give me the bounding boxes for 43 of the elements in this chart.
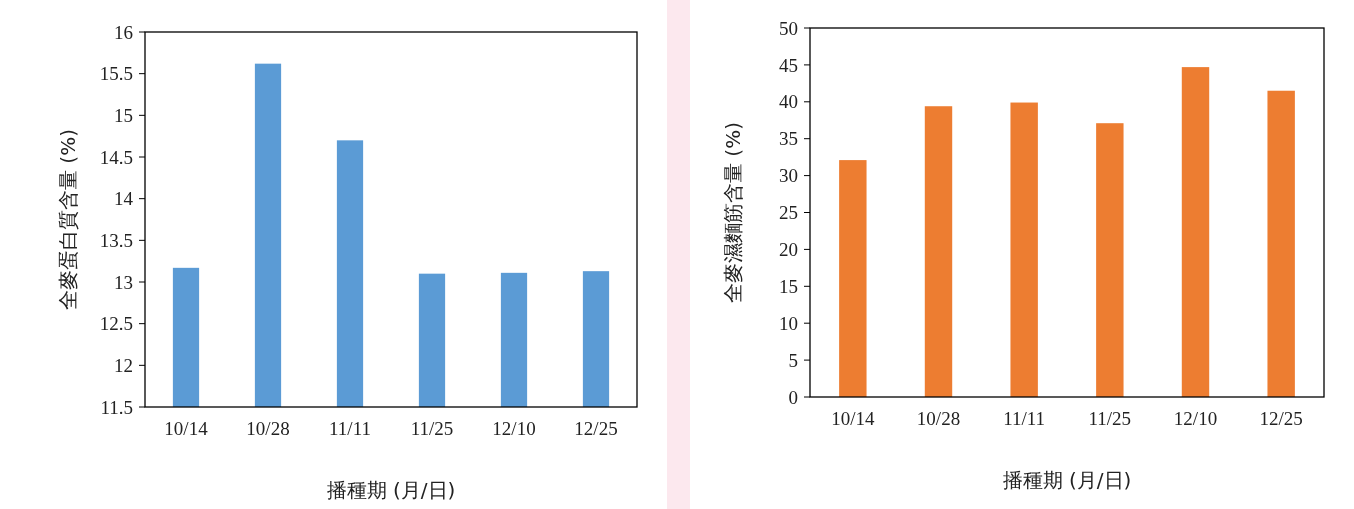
y-tick-label: 25 (779, 202, 798, 224)
bar (1181, 67, 1210, 397)
x-tick-label: 12/25 (1259, 408, 1303, 429)
y-tick-label: 0 (788, 386, 798, 408)
y-tick-label: 50 (779, 17, 798, 39)
x-axis-title: 播種期 (月/日) (1002, 468, 1132, 492)
y-tick-label: 13.5 (99, 229, 133, 251)
y-tick-label: 14 (114, 188, 134, 210)
bar (924, 106, 953, 397)
y-tick-label: 11.5 (100, 396, 133, 418)
x-tick-label: 10/28 (246, 418, 290, 439)
y-tick-label: 15 (779, 275, 798, 297)
y-tick-label: 15.5 (99, 63, 133, 85)
y-tick-label: 35 (779, 128, 798, 150)
bar (1096, 123, 1124, 397)
y-tick-label: 40 (779, 91, 798, 113)
x-axis-title: 播種期 (月/日) (326, 478, 456, 502)
bar (839, 160, 867, 397)
bar (1010, 102, 1038, 397)
y-tick-label: 30 (779, 165, 798, 187)
y-tick-label: 12 (114, 354, 133, 376)
y-axis-title: 全麥蛋白質含量 (%) (56, 129, 80, 310)
x-tick-label: 11/11 (1003, 408, 1046, 429)
x-tick-label: 12/10 (492, 418, 536, 439)
x-tick-label: 12/25 (574, 418, 618, 439)
x-tick-label: 11/25 (1088, 408, 1132, 429)
y-tick-label: 12.5 (99, 313, 133, 335)
x-tick-label: 11/11 (329, 418, 371, 439)
y-tick-label: 13 (114, 271, 133, 293)
y-tick-label: 45 (779, 54, 798, 76)
y-tick-label: 10 (779, 312, 798, 334)
y-axis-title: 全麥濕麵筋含量 (%) (721, 122, 745, 303)
x-tick-label: 10/28 (916, 408, 961, 429)
y-tick-label: 15 (114, 104, 133, 126)
y-tick-label: 20 (779, 239, 798, 261)
x-tick-label: 12/10 (1173, 408, 1218, 429)
y-tick-label: 16 (114, 21, 133, 43)
y-tick-label: 5 (788, 349, 798, 371)
bar (1267, 90, 1295, 397)
x-tick-label: 10/14 (831, 408, 875, 429)
x-tick-label: 11/25 (410, 418, 454, 439)
x-tick-label: 10/14 (164, 418, 209, 439)
y-tick-label: 14.5 (99, 146, 133, 168)
